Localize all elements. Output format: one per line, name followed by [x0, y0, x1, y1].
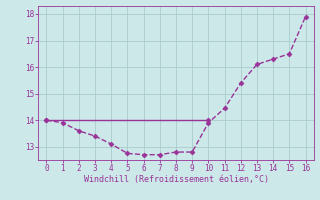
X-axis label: Windchill (Refroidissement éolien,°C): Windchill (Refroidissement éolien,°C) [84, 175, 268, 184]
